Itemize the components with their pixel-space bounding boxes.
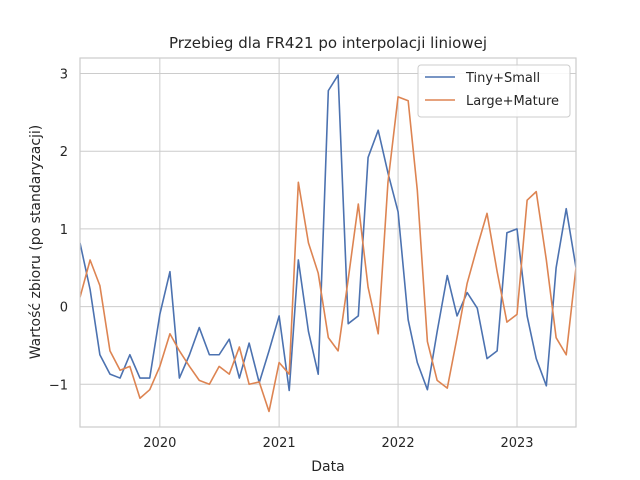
plot-frame — [79, 57, 577, 428]
legend-label-tiny-small: Tiny+Small — [465, 71, 540, 86]
tick-labels: 2020 2021 2022 2023 −1 0 1 2 3 — [49, 68, 534, 451]
series-layer — [80, 74, 576, 413]
y-axis-label: Wartość zbioru (po standaryzacji) — [28, 125, 44, 360]
legend-label-large-mature: Large+Mature — [466, 94, 559, 109]
series-line-large-mature — [80, 96, 576, 413]
x-tick-label: 2022 — [382, 436, 415, 451]
x-tick-label: 2020 — [143, 436, 176, 451]
legend-box — [417, 64, 571, 118]
y-tick-label: 0 — [60, 301, 68, 316]
x-axis-label: Data — [311, 459, 344, 475]
y-tick-label: 3 — [60, 68, 68, 83]
y-tick-label: 1 — [60, 223, 68, 238]
x-tick-label: 2021 — [263, 436, 296, 451]
series-line-tiny-small — [80, 74, 576, 392]
y-tick-label: 2 — [60, 145, 68, 160]
x-tick-label: 2023 — [500, 436, 533, 451]
chart-title: Przebieg dla FR421 po interpolacji linio… — [169, 34, 487, 52]
legend: Tiny+Small Large+Mature — [417, 64, 571, 118]
y-tick-label: −1 — [49, 378, 68, 393]
